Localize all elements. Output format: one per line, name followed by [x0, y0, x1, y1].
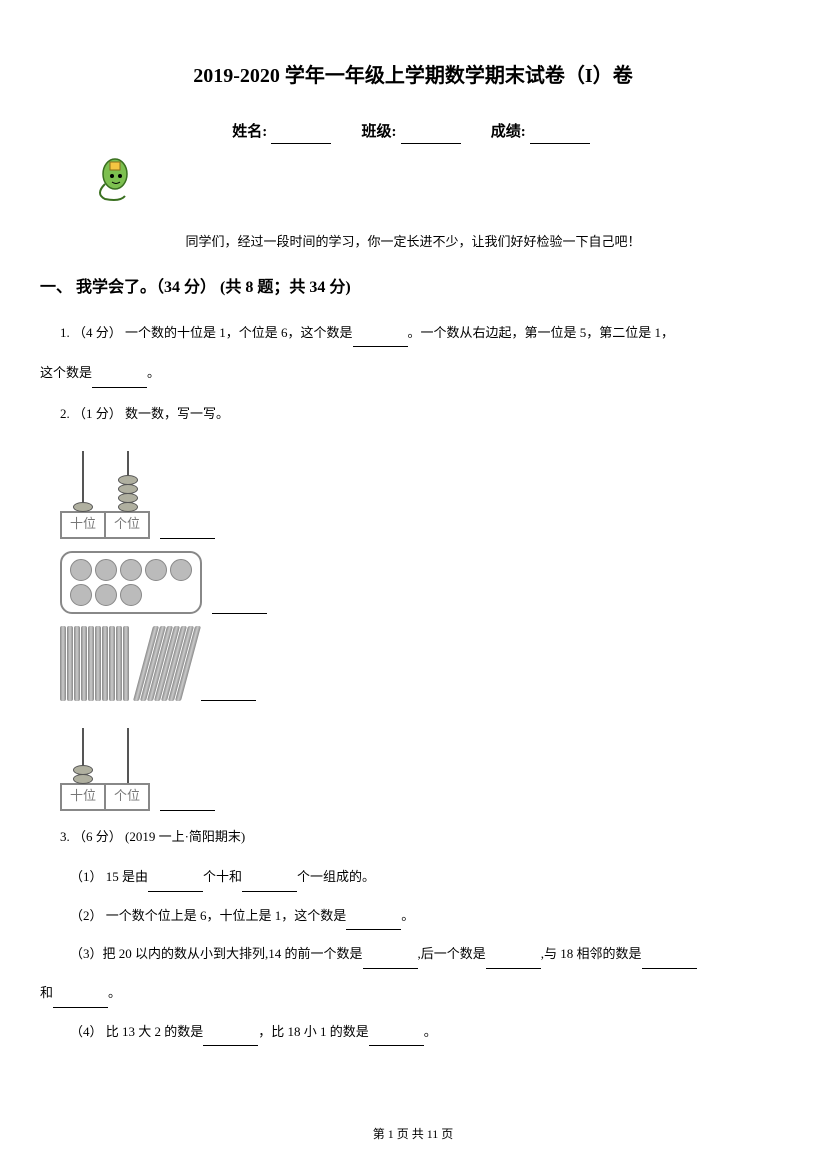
abacus-ones-label: 个位	[106, 785, 148, 809]
q3-3-blank1[interactable]	[363, 955, 418, 969]
abacus-rod-ones	[127, 451, 129, 511]
q2-blank-3[interactable]	[201, 687, 256, 701]
bead	[73, 774, 93, 784]
q3-1-a: （1） 15 是由	[70, 869, 148, 884]
q3-1-b: 个十和	[203, 869, 242, 884]
q1-blank-2[interactable]	[92, 374, 147, 388]
dot	[95, 584, 117, 606]
q2-figure-3	[60, 626, 786, 701]
bead	[118, 502, 138, 512]
stick	[102, 626, 108, 701]
stick	[74, 626, 80, 701]
q3-2-blank1[interactable]	[346, 916, 401, 930]
q3-sub3: （3）把 20 以内的数从小到大排列,14 的前一个数是 ,后一个数是 ,与 18 …	[70, 940, 786, 969]
q1-text-a: 1. （4 分） 一个数的十位是 1，个位是 6，这个数是	[60, 325, 353, 340]
dot	[120, 584, 142, 606]
name-blank[interactable]	[271, 128, 331, 144]
stick	[60, 626, 66, 701]
dot	[95, 559, 117, 581]
q3-1-c: 个一组成的。	[297, 869, 375, 884]
q3-2-b: 。	[401, 908, 414, 923]
q2-blank-4[interactable]	[160, 797, 215, 811]
stick-bundle-1	[60, 626, 129, 701]
q3-sub2: （2） 一个数个位上是 6，十位上是 1，这个数是 。	[70, 902, 786, 931]
dot	[70, 559, 92, 581]
q3-4-b: ，比 18 小 1 的数是	[258, 1024, 369, 1039]
dots-box	[60, 551, 202, 614]
q3-4-c: 。	[424, 1024, 437, 1039]
name-label: 姓名:	[232, 124, 267, 140]
q3-sub3-cont: 和。	[40, 979, 786, 1008]
q2-blank-1[interactable]	[160, 525, 215, 539]
bead	[73, 502, 93, 512]
q3-4-a: （4） 比 13 大 2 的数是	[70, 1024, 203, 1039]
q3-3-blank3[interactable]	[642, 955, 697, 969]
q1-blank-1[interactable]	[353, 333, 408, 347]
q2-blank-2[interactable]	[212, 600, 267, 614]
q2-figure-4: 十位 个位	[60, 713, 786, 811]
q2-figure-1: 十位 个位	[60, 441, 786, 539]
q3-3-d: 和	[40, 985, 53, 1000]
q3-1-blank2[interactable]	[242, 878, 297, 892]
q3-3-b: ,后一个数是	[418, 946, 486, 961]
q1-text-c: 这个数是	[40, 365, 92, 380]
student-info-line: 姓名: 班级: 成绩:	[40, 120, 786, 144]
stick	[95, 626, 101, 701]
sticks-group	[60, 626, 191, 701]
question-2: 2. （1 分） 数一数，写一写。	[60, 400, 786, 429]
q3-4-blank1[interactable]	[203, 1032, 258, 1046]
q1-text-b: 。一个数从右边起，第一位是 5，第二位是 1，	[408, 325, 675, 340]
page-title: 2019-2020 学年一年级上学期数学期末试卷（I）卷	[40, 60, 786, 92]
abacus-rod-ones	[127, 728, 129, 783]
abacus-2: 十位 个位	[60, 713, 150, 811]
intro-text: 同学们，经过一段时间的学习，你一定长进不少，让我们好好检验一下自己吧！	[40, 232, 786, 253]
section-1-header: 一、 我学会了。（34 分） (共 8 题；共 34 分)	[40, 275, 786, 301]
q3-3-a: （3）把 20 以内的数从小到大排列,14 的前一个数是	[70, 946, 363, 961]
stick	[88, 626, 94, 701]
q3-3-e: 。	[108, 985, 121, 1000]
q3-2-a: （2） 一个数个位上是 6，十位上是 1，这个数是	[70, 908, 346, 923]
abacus-rod-tens	[82, 451, 84, 511]
abacus-tens-label: 十位	[62, 513, 106, 537]
q3-3-blank2[interactable]	[486, 955, 541, 969]
class-blank[interactable]	[401, 128, 461, 144]
q1-text-d: 。	[147, 365, 160, 380]
q3-4-blank2[interactable]	[369, 1032, 424, 1046]
dot	[170, 559, 192, 581]
abacus-1: 十位 个位	[60, 441, 150, 539]
abacus-rod-tens	[82, 728, 84, 783]
stick	[116, 626, 122, 701]
stick	[109, 626, 115, 701]
stick-bundle-2	[143, 626, 191, 701]
question-1: 1. （4 分） 一个数的十位是 1，个位是 6，这个数是 。一个数从右边起，第一…	[60, 319, 786, 348]
score-blank[interactable]	[530, 128, 590, 144]
stick	[67, 626, 73, 701]
q2-figure-2	[60, 551, 786, 614]
page-footer: 第 1 页 共 11 页	[0, 1125, 826, 1144]
class-label: 班级:	[362, 124, 397, 140]
q3-3-c: ,与 18 相邻的数是	[541, 946, 642, 961]
q3-1-blank1[interactable]	[148, 878, 203, 892]
q3-3-blank4[interactable]	[53, 994, 108, 1008]
score-label: 成绩:	[491, 124, 526, 140]
abacus-tens-label: 十位	[62, 785, 106, 809]
dot	[70, 584, 92, 606]
dot	[120, 559, 142, 581]
dot	[145, 559, 167, 581]
stick	[81, 626, 87, 701]
question-1-cont: 这个数是 。	[40, 359, 786, 388]
stick	[123, 626, 129, 701]
q3-sub4: （4） 比 13 大 2 的数是 ，比 18 小 1 的数是 。	[70, 1018, 786, 1047]
question-3: 3. （6 分） (2019 一上·简阳期末)	[60, 823, 786, 852]
abacus-ones-label: 个位	[106, 513, 148, 537]
q3-sub1: （1） 15 是由 个十和 个一组成的。	[70, 863, 786, 892]
pencil-icon	[90, 154, 786, 212]
